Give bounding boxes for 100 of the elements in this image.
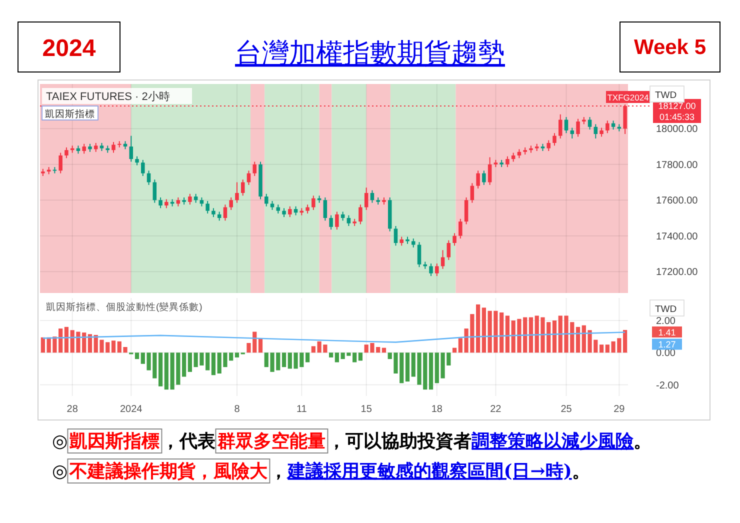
candlestick bbox=[558, 114, 562, 139]
candlestick bbox=[112, 142, 116, 154]
text: ，代表 bbox=[162, 431, 216, 452]
candlestick bbox=[252, 161, 256, 176]
candlestick bbox=[588, 116, 592, 130]
text: 不建議操作期貨，風險大 bbox=[68, 461, 269, 482]
text: 群眾多空能量 bbox=[216, 431, 326, 452]
candlestick bbox=[552, 132, 556, 146]
annotation: TXFG2024 bbox=[607, 92, 650, 102]
x-tick-label: 15 bbox=[360, 404, 372, 415]
text: 建議採用更敏感的觀察區間(日→時) bbox=[286, 461, 572, 482]
bar bbox=[40, 337, 45, 353]
x-tick-label: 29 bbox=[614, 404, 626, 415]
bar bbox=[623, 330, 628, 353]
candlestick bbox=[229, 196, 233, 210]
text: 凱因斯指標、個股波動性(變異係數) bbox=[46, 301, 202, 313]
bar bbox=[188, 352, 192, 372]
text: Week 5 bbox=[634, 36, 706, 59]
bar bbox=[211, 352, 216, 376]
candlestick bbox=[64, 146, 68, 159]
y-tick-label: 17400.00 bbox=[656, 231, 698, 242]
bar bbox=[476, 304, 480, 353]
candlestick bbox=[364, 187, 368, 210]
candlestick bbox=[564, 116, 568, 134]
candlestick bbox=[476, 170, 480, 189]
bar bbox=[282, 352, 286, 368]
bar bbox=[329, 352, 334, 358]
text: TWD bbox=[655, 90, 677, 101]
x-tick-label: 2024 bbox=[120, 404, 143, 415]
chart-title: 台灣加權指數期貨趨勢 bbox=[235, 38, 505, 69]
candlestick bbox=[240, 179, 245, 196]
candlestick bbox=[370, 190, 374, 204]
text: TAIEX FUTURES · 2小時 bbox=[46, 90, 170, 103]
text: ◎ bbox=[52, 461, 68, 482]
candlestick bbox=[482, 170, 486, 186]
bar bbox=[64, 326, 69, 353]
bar bbox=[182, 352, 186, 377]
candlestick bbox=[506, 156, 510, 168]
bar bbox=[111, 340, 116, 353]
text: 。 bbox=[572, 461, 590, 482]
bar bbox=[258, 338, 263, 353]
x-tick-label: 8 bbox=[234, 404, 240, 415]
bar bbox=[358, 352, 363, 361]
x-tick-label: 18 bbox=[431, 404, 443, 415]
bar bbox=[452, 348, 457, 353]
bar bbox=[234, 352, 240, 358]
y-tick-label: 17600.00 bbox=[656, 196, 698, 207]
line-series bbox=[42, 332, 626, 343]
x-tick-label: 25 bbox=[560, 404, 572, 415]
candlestick bbox=[288, 206, 292, 218]
bar bbox=[552, 320, 557, 353]
candlestick bbox=[546, 140, 550, 152]
bar bbox=[599, 344, 604, 353]
candlestick bbox=[323, 196, 328, 222]
candlestick bbox=[488, 156, 492, 186]
x-tick-label: 11 bbox=[296, 404, 308, 415]
text: 2024 bbox=[42, 35, 96, 62]
candlestick bbox=[129, 135, 134, 162]
text: ， bbox=[270, 461, 288, 482]
candlestick bbox=[188, 193, 192, 206]
x-tick-label: 22 bbox=[490, 404, 502, 415]
bar bbox=[576, 326, 580, 353]
candlestick bbox=[206, 200, 210, 214]
text: ◎ bbox=[52, 431, 68, 452]
bar bbox=[158, 352, 163, 386]
bar bbox=[528, 317, 534, 353]
candlestick bbox=[458, 218, 462, 240]
bar bbox=[382, 348, 386, 353]
candlestick bbox=[464, 196, 468, 225]
candlestick bbox=[570, 127, 574, 139]
bar bbox=[482, 308, 486, 353]
bar bbox=[405, 352, 410, 382]
annotation: 凱因斯指標 bbox=[45, 108, 95, 120]
text: 18127.00 bbox=[658, 100, 696, 111]
candlestick bbox=[152, 179, 157, 204]
bar bbox=[428, 352, 434, 390]
candlestick bbox=[346, 214, 351, 227]
y-tick-label: 2.00 bbox=[656, 316, 676, 327]
candlestick bbox=[470, 182, 474, 204]
y-tick-label: -2.00 bbox=[656, 380, 680, 392]
candlestick bbox=[606, 120, 610, 134]
text: 01:45:33 bbox=[659, 112, 695, 122]
bar bbox=[334, 352, 339, 362]
text: 。 bbox=[634, 431, 652, 452]
candlestick bbox=[576, 118, 580, 138]
bar bbox=[505, 316, 510, 353]
y-tick-label: 17200.00 bbox=[656, 267, 698, 278]
candlestick bbox=[594, 124, 598, 139]
text: ，可以協助投資者 bbox=[328, 431, 472, 452]
candlestick bbox=[335, 211, 339, 230]
x-tick-label: 28 bbox=[66, 404, 78, 415]
candlestick bbox=[235, 182, 239, 204]
candlestick bbox=[329, 214, 333, 230]
text: TWD bbox=[655, 304, 677, 315]
candlestick bbox=[264, 193, 268, 207]
bar bbox=[88, 334, 92, 353]
candlestick bbox=[58, 152, 62, 174]
candlestick bbox=[358, 204, 362, 225]
text: 1.27 bbox=[658, 340, 676, 350]
candlestick bbox=[82, 143, 86, 154]
